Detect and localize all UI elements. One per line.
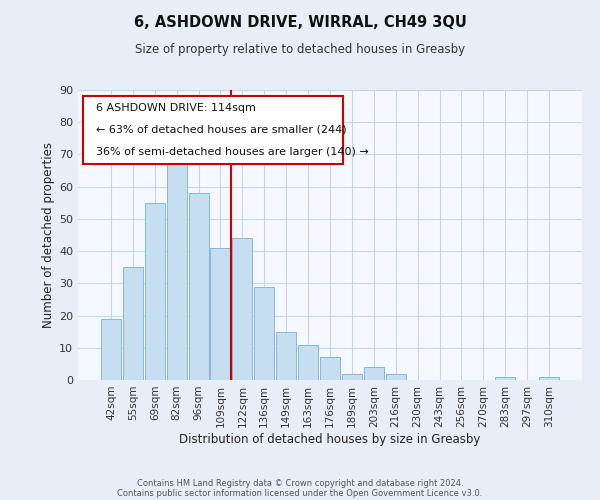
Bar: [276, 332, 296, 380]
Bar: [364, 367, 384, 380]
Text: Contains public sector information licensed under the Open Government Licence v3: Contains public sector information licen…: [118, 488, 482, 498]
Bar: [495, 377, 515, 380]
Text: Size of property relative to detached houses in Greasby: Size of property relative to detached ho…: [135, 42, 465, 56]
Text: 6 ASHDOWN DRIVE: 114sqm: 6 ASHDOWN DRIVE: 114sqm: [95, 103, 256, 113]
Bar: [211, 248, 230, 380]
Bar: [167, 161, 187, 380]
Bar: [254, 286, 274, 380]
Bar: [232, 238, 253, 380]
Bar: [145, 203, 165, 380]
Bar: [298, 344, 318, 380]
Text: Contains HM Land Registry data © Crown copyright and database right 2024.: Contains HM Land Registry data © Crown c…: [137, 478, 463, 488]
FancyBboxPatch shape: [83, 96, 343, 164]
X-axis label: Distribution of detached houses by size in Greasby: Distribution of detached houses by size …: [179, 432, 481, 446]
Bar: [123, 267, 143, 380]
Bar: [539, 377, 559, 380]
Bar: [320, 358, 340, 380]
Text: 6, ASHDOWN DRIVE, WIRRAL, CH49 3QU: 6, ASHDOWN DRIVE, WIRRAL, CH49 3QU: [134, 15, 466, 30]
Y-axis label: Number of detached properties: Number of detached properties: [42, 142, 55, 328]
Bar: [386, 374, 406, 380]
Bar: [188, 193, 209, 380]
Bar: [101, 319, 121, 380]
Bar: [342, 374, 362, 380]
Text: ← 63% of detached houses are smaller (244): ← 63% of detached houses are smaller (24…: [95, 125, 346, 135]
Text: 36% of semi-detached houses are larger (140) →: 36% of semi-detached houses are larger (…: [95, 146, 368, 156]
